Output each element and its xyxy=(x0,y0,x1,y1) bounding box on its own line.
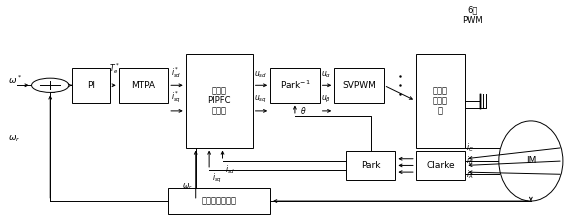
Text: $i_{sd}$: $i_{sd}$ xyxy=(225,163,236,176)
Text: Clarke: Clarke xyxy=(426,161,455,170)
Bar xyxy=(416,54,465,148)
Bar xyxy=(168,188,270,214)
Text: Park$^{-1}$: Park$^{-1}$ xyxy=(280,79,310,91)
Ellipse shape xyxy=(499,121,563,201)
Text: PI: PI xyxy=(87,81,95,90)
Text: $i_A$: $i_A$ xyxy=(467,168,474,181)
Text: $u_{sd}$: $u_{sd}$ xyxy=(254,69,267,80)
Text: 6路
PWM: 6路 PWM xyxy=(463,5,483,25)
Circle shape xyxy=(32,78,69,93)
Text: 电压源
型逆变
器: 电压源 型逆变 器 xyxy=(433,86,448,116)
Text: $\omega_r$: $\omega_r$ xyxy=(182,182,193,192)
Text: Park: Park xyxy=(361,161,380,170)
Text: $i_{sq}^*$: $i_{sq}^*$ xyxy=(171,90,181,105)
Text: 多变量
PIPFC
控制器: 多变量 PIPFC 控制器 xyxy=(207,86,231,116)
Bar xyxy=(270,68,319,103)
Text: $u_{sq}$: $u_{sq}$ xyxy=(254,94,267,105)
Text: $u_\beta$: $u_\beta$ xyxy=(321,94,331,105)
Text: SVPWM: SVPWM xyxy=(342,81,376,90)
Text: $i_C$: $i_C$ xyxy=(467,141,474,154)
Text: $i_{sd}^*$: $i_{sd}^*$ xyxy=(171,65,182,80)
Bar xyxy=(334,68,384,103)
Text: $u_\alpha$: $u_\alpha$ xyxy=(321,69,331,80)
Text: IM: IM xyxy=(526,157,536,166)
Text: $T_e^*$: $T_e^*$ xyxy=(109,61,120,76)
Bar xyxy=(186,54,253,148)
Bar xyxy=(72,68,110,103)
Text: MTPA: MTPA xyxy=(131,81,155,90)
Text: $\theta$: $\theta$ xyxy=(300,105,306,116)
Bar xyxy=(119,68,168,103)
Text: $i_{sq}$: $i_{sq}$ xyxy=(212,172,222,185)
Text: $i_B$: $i_B$ xyxy=(467,155,474,167)
Text: $\omega^*$: $\omega^*$ xyxy=(8,73,22,86)
Bar xyxy=(346,151,395,180)
Bar xyxy=(416,151,465,180)
Text: 速度与位置检测: 速度与位置检测 xyxy=(201,196,237,206)
Text: $\omega_r$: $\omega_r$ xyxy=(8,134,20,144)
Text: $-$: $-$ xyxy=(50,88,57,94)
